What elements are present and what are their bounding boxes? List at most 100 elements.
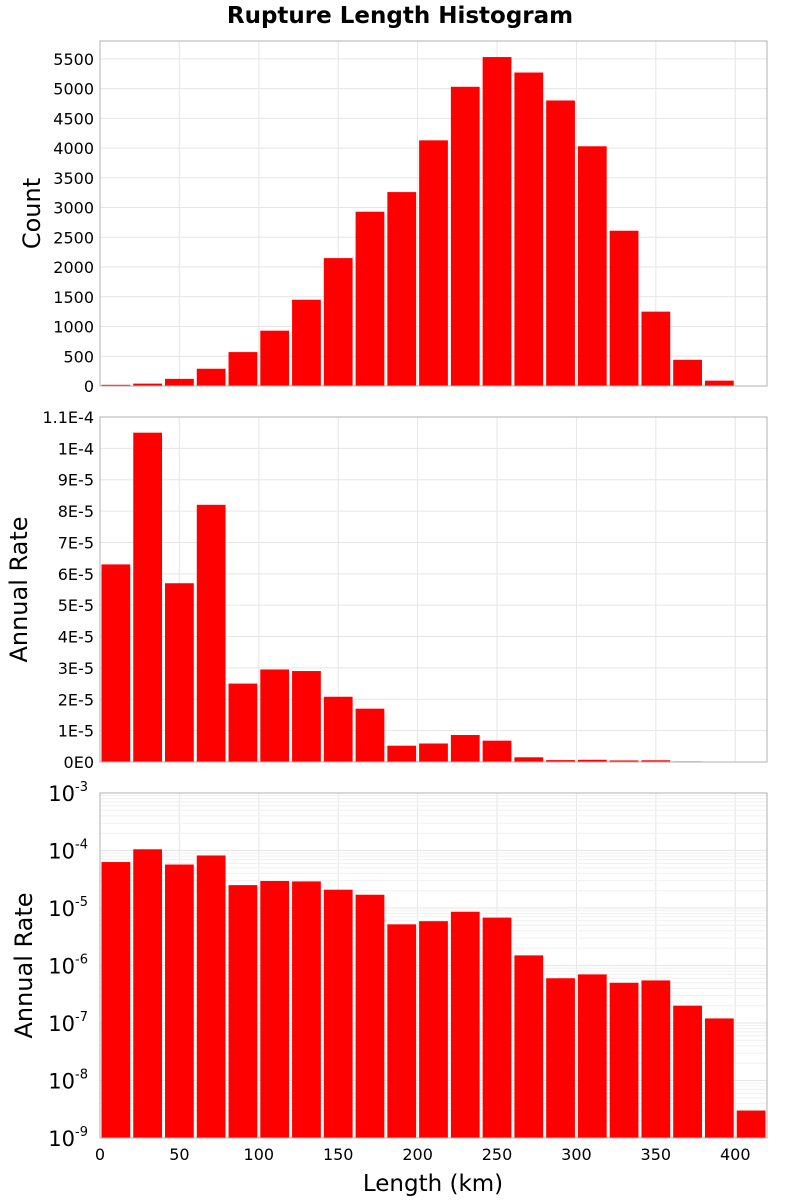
y-tick-label: 10-8 <box>48 1068 88 1094</box>
bar <box>577 146 607 386</box>
bar <box>736 1110 766 1138</box>
y-tick-label: 3000 <box>53 199 94 218</box>
y-tick-label: 1500 <box>53 288 94 307</box>
y-tick-label: 7E-5 <box>58 533 94 552</box>
bar <box>355 894 385 1138</box>
bar <box>641 980 671 1138</box>
bar <box>133 849 163 1138</box>
bar <box>323 696 353 762</box>
y-tick-label: 10-3 <box>48 780 88 806</box>
x-tick-label: 250 <box>482 1145 513 1164</box>
bar <box>609 760 639 762</box>
panel-2-bars <box>101 432 766 762</box>
y-tick-label: 0E0 <box>64 753 94 772</box>
bar <box>387 745 417 762</box>
bar <box>133 383 163 386</box>
bar <box>641 760 671 762</box>
bar <box>450 735 480 762</box>
x-axis-label: Length (km) <box>363 1171 503 1197</box>
y-axis-label: Annual Rate <box>5 516 33 662</box>
bar <box>355 708 385 762</box>
panel-1-y-tick-labels: 0 500 1000 1500 2000 2500 3000 3500 4000 4500 5000… <box>53 50 94 396</box>
y-tick-label: 500 <box>63 347 94 366</box>
y-tick-label: 1000 <box>53 318 94 337</box>
bar <box>165 864 194 1138</box>
bar <box>292 671 321 762</box>
bar <box>514 955 544 1138</box>
panel-1-frame <box>99 40 768 387</box>
y-tick-label: 10-5 <box>48 895 88 921</box>
panel-3-bars <box>101 849 766 1138</box>
bar <box>387 924 417 1138</box>
panel-2-y-tick-labels: 0E0 1E-5 2E-5 3E-5 4E-5 5E-5 6E-5 7E-5 8E-5 9E-5 1… <box>42 408 94 772</box>
y-tick-label: 10-6 <box>48 953 88 979</box>
bar <box>101 384 131 386</box>
panel-3-y-tick-labels: 10-9 10-8 10-7 10-6 10-5 10-4 10-3 <box>48 780 88 1151</box>
bar <box>133 432 163 762</box>
y-tick-label: 2000 <box>53 258 94 277</box>
bar <box>546 760 575 762</box>
bar <box>514 72 544 386</box>
x-tick-label: 150 <box>323 1145 354 1164</box>
x-tick-label: 50 <box>169 1145 189 1164</box>
bar <box>196 855 226 1138</box>
bar <box>387 192 417 386</box>
y-tick-label: 8E-5 <box>58 502 94 521</box>
bar <box>196 504 226 762</box>
panel-3: 10-9 10-8 10-7 10-6 10-5 10-4 10-3 Annual Rate <box>10 780 768 1151</box>
bar <box>323 258 353 386</box>
y-tick-label: 3500 <box>53 169 94 188</box>
bar <box>165 378 194 386</box>
bar <box>260 330 290 386</box>
y-tick-label: 2500 <box>53 228 94 247</box>
y-tick-label: 3E-5 <box>58 659 94 678</box>
bar <box>323 889 353 1138</box>
x-tick-label: 0 <box>95 1145 105 1164</box>
bar <box>419 743 448 762</box>
panel-2-frame <box>99 416 768 763</box>
y-tick-label: 5500 <box>53 50 94 69</box>
panel-3-frame <box>99 792 768 1139</box>
y-tick-label: 6E-5 <box>58 565 94 584</box>
x-tick-labels: 0 50 100 150 200 250 300 350 400 <box>95 1145 751 1164</box>
bar <box>450 911 480 1138</box>
bar <box>577 974 607 1138</box>
bar <box>196 368 226 386</box>
bar <box>355 211 385 386</box>
bar <box>704 1018 734 1138</box>
bar <box>101 862 131 1138</box>
bar <box>641 311 671 386</box>
y-tick-label: 5000 <box>53 80 94 99</box>
bar <box>165 583 194 762</box>
y-tick-label: 4E-5 <box>58 628 94 647</box>
bar <box>704 380 734 386</box>
bar <box>609 982 639 1138</box>
y-tick-label: 0 <box>84 377 94 396</box>
panel-2: 0E0 1E-5 2E-5 3E-5 4E-5 5E-5 6E-5 7E-5 8E-5 9E-5 1… <box>5 408 768 772</box>
bar <box>482 57 512 387</box>
bar <box>673 359 702 386</box>
bar <box>292 881 321 1138</box>
y-tick-label: 10-7 <box>48 1010 88 1036</box>
y-tick-label: 4500 <box>53 109 94 128</box>
y-axis-label: Annual Rate <box>10 892 38 1038</box>
bar <box>514 757 544 762</box>
y-tick-label: 5E-5 <box>58 596 94 615</box>
bar <box>577 759 607 762</box>
x-tick-label: 300 <box>561 1145 592 1164</box>
y-tick-label: 2E-5 <box>58 690 94 709</box>
y-axis-label: Count <box>18 178 46 249</box>
bar <box>482 740 512 762</box>
bar <box>228 352 258 386</box>
bar <box>673 1005 702 1138</box>
y-tick-label: 1E-4 <box>58 439 94 458</box>
bar <box>482 917 512 1138</box>
bar <box>546 100 575 386</box>
bar <box>228 683 258 762</box>
bar <box>419 921 448 1138</box>
y-tick-label: 1E-5 <box>58 722 94 741</box>
bar <box>292 299 321 386</box>
panel-1: 0 500 1000 1500 2000 2500 3000 3500 4000 4500 5000… <box>18 40 768 396</box>
bar <box>260 669 290 762</box>
